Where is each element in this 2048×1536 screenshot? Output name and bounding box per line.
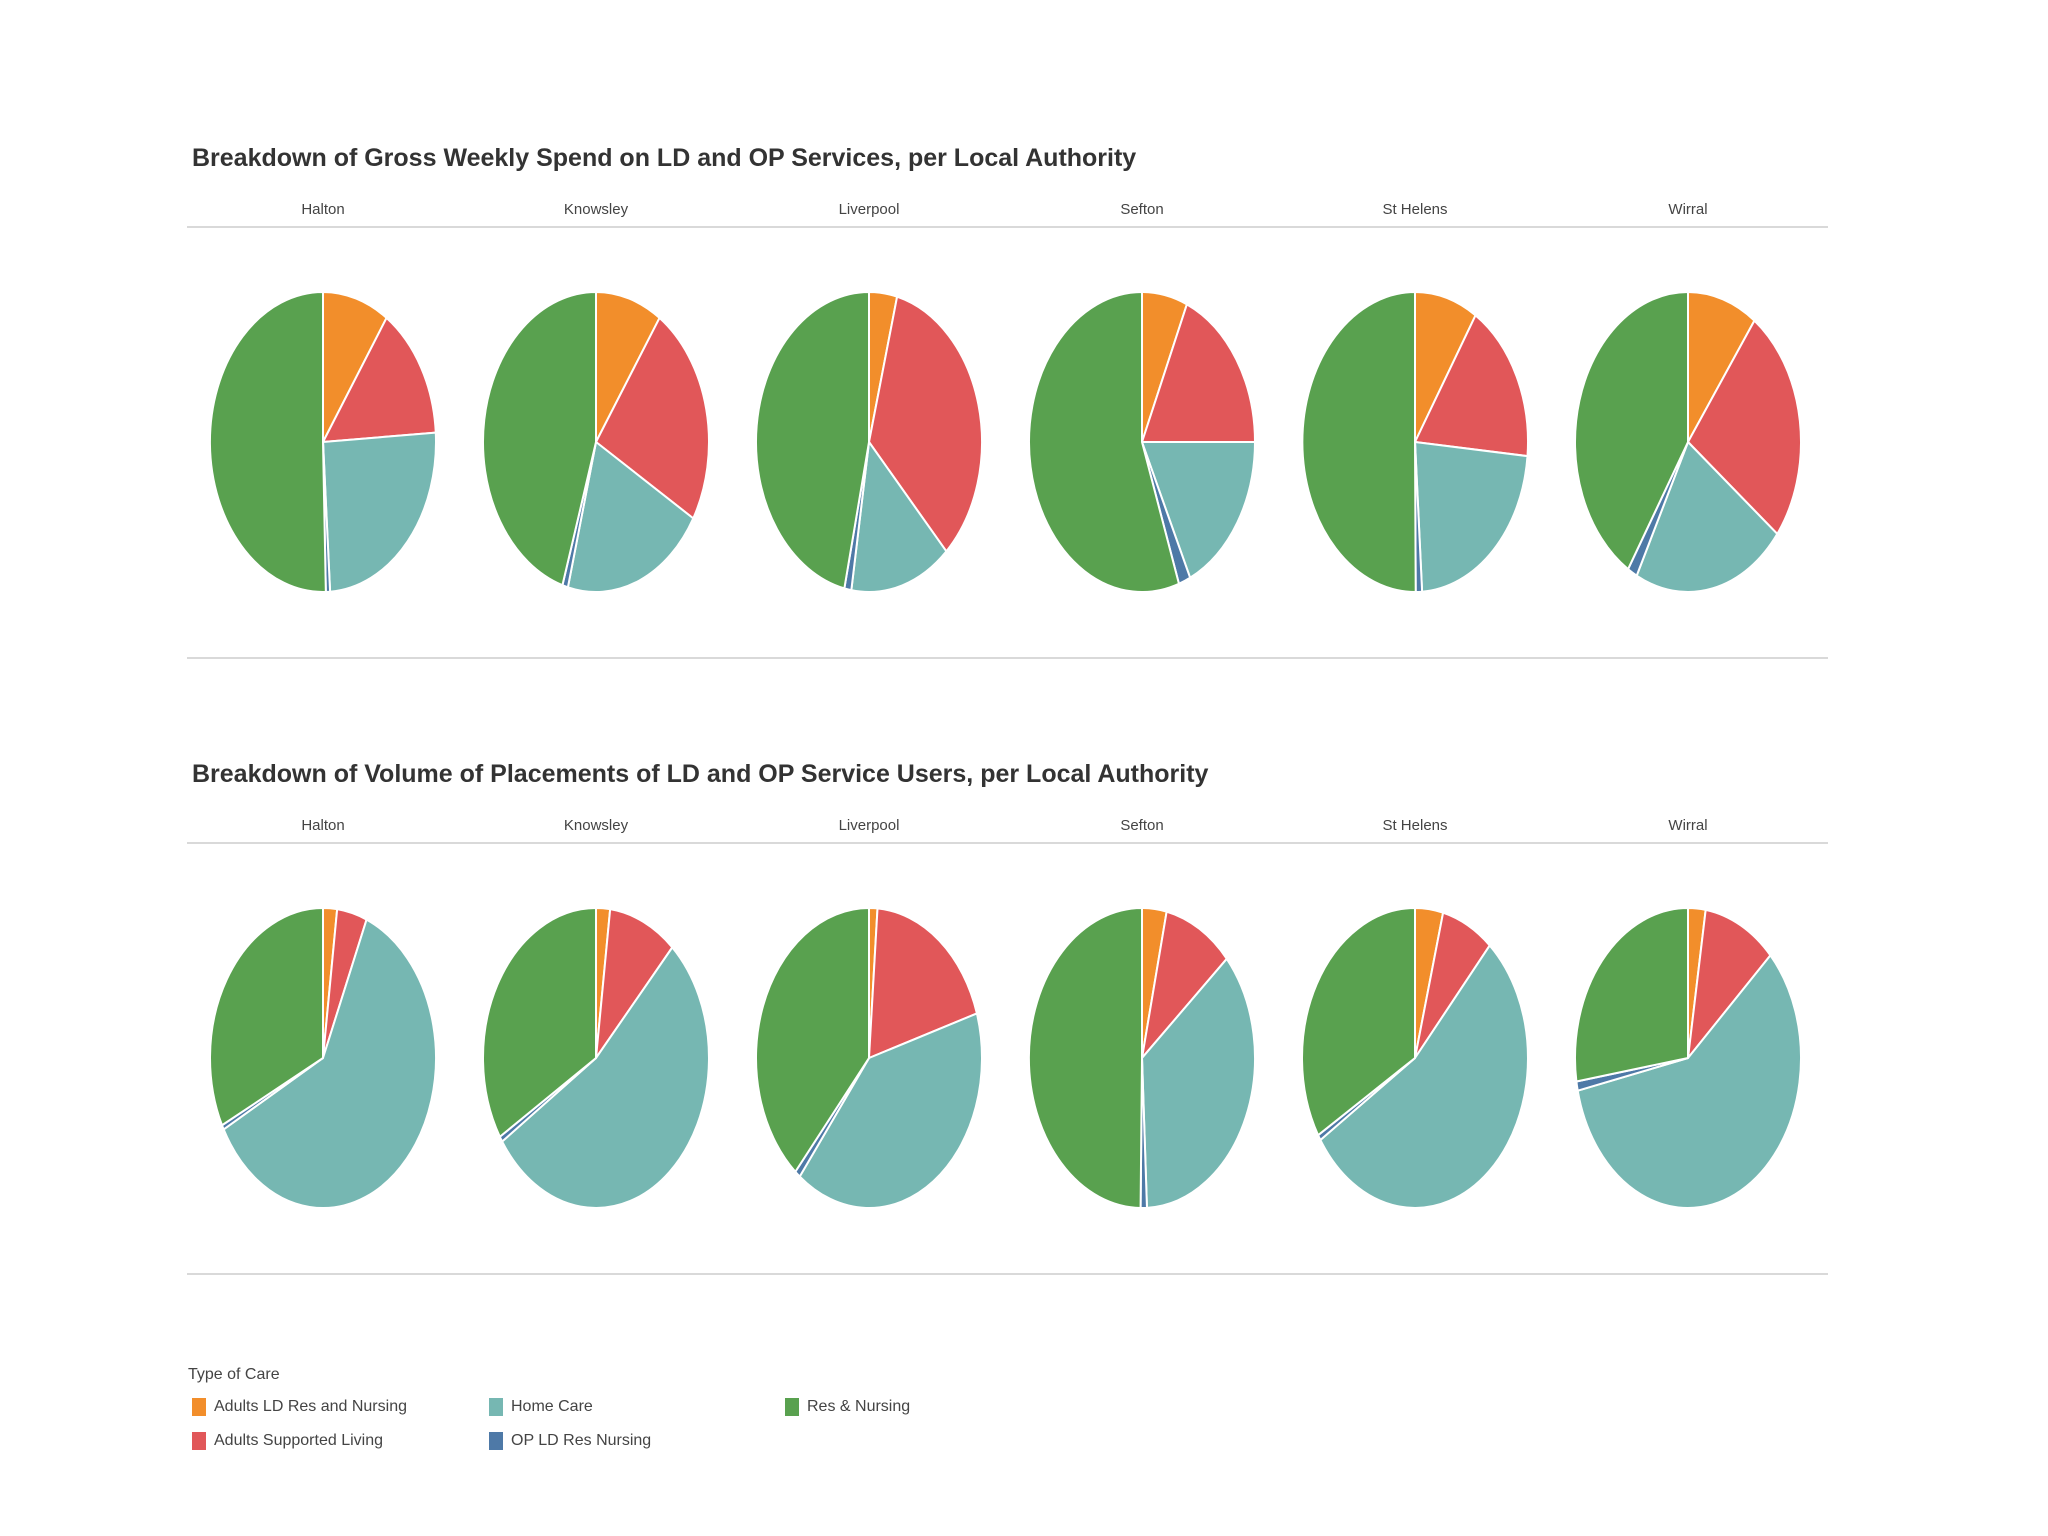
legend-swatch <box>489 1398 503 1416</box>
volume-pie-sefton-slice-home-care[interactable] <box>1141 957 1256 1209</box>
spend-pie-liverpool-slice-adults-supported-living[interactable] <box>868 295 983 553</box>
spend-la-label-liverpool: Liverpool <box>839 201 900 218</box>
volume-la-label-st-helens: St Helens <box>1382 817 1447 834</box>
spend-pie-knowsley-slice-home-care[interactable] <box>566 441 695 593</box>
spend-pie-st-helens-slice-home-care[interactable] <box>1414 441 1529 593</box>
legend-label: Adults Supported Living <box>214 1432 383 1449</box>
spend-pie-wirral-slice-home-care[interactable] <box>1635 441 1779 593</box>
volume-la-label-halton: Halton <box>301 817 344 834</box>
spend-pie-sefton-slice-home-care[interactable] <box>1141 441 1256 579</box>
volume-pie-sefton-slice-adults-supported-living[interactable] <box>1141 910 1228 1059</box>
spend-pie-wirral-slice-adults-supported-living[interactable] <box>1687 319 1802 535</box>
spend-la-label-st-helens: St Helens <box>1382 201 1447 218</box>
legend-item-adults-supported-living[interactable]: Adults Supported Living <box>192 1430 383 1452</box>
legend-label: OP LD Res Nursing <box>511 1432 652 1449</box>
spend-pie-wirral-slice-adults-ld-res-and-nursing[interactable] <box>1687 291 1756 443</box>
volume-pie-halton-slice-home-care[interactable] <box>222 918 437 1210</box>
volume-pie-halton-slice-res-and-nursing[interactable] <box>209 907 324 1127</box>
volume-pie-st-helens-slice-home-care[interactable] <box>1319 944 1529 1209</box>
volume-pie-wirral-slice-adults-supported-living[interactable] <box>1687 908 1772 1059</box>
spend-chart-title: Breakdown of Gross Weekly Spend on LD an… <box>192 144 1136 172</box>
volume-la-label-sefton: Sefton <box>1120 817 1163 834</box>
legend-item-adults-ld-res-and-nursing[interactable]: Adults LD Res and Nursing <box>192 1396 407 1418</box>
legend: Type of Care Adults LD Res and Nursing A… <box>188 1366 1088 1466</box>
spend-pie-st-helens-slice-adults-supported-living[interactable] <box>1414 314 1529 458</box>
volume-pies <box>209 906 1802 1210</box>
spend-pie-wirral-slice-res-and-nursing[interactable] <box>1574 291 1689 571</box>
spend-pie-knowsley-slice-adults-supported-living[interactable] <box>595 316 710 520</box>
spend-la-label-halton: Halton <box>301 201 344 218</box>
legend-swatch <box>785 1398 799 1416</box>
volume-pie-sefton-slice-res-and-nursing[interactable] <box>1027 907 1143 1209</box>
legend-title: Type of Care <box>188 1366 280 1383</box>
volume-pie-st-helens-slice-res-and-nursing[interactable] <box>1301 907 1416 1137</box>
spend-pie-liverpool-slice-res-and-nursing[interactable] <box>754 291 870 590</box>
legend-item-res-and-nursing[interactable]: Res & Nursing <box>785 1396 910 1418</box>
volume-pie-liverpool-slice-adults-supported-living[interactable] <box>868 907 978 1059</box>
spend-pie-st-helens-slice-adults-ld-res-and-nursing[interactable] <box>1414 291 1477 443</box>
spend-pie-halton-slice-adults-supported-living[interactable] <box>322 316 437 443</box>
spend-pie-knowsley-slice-res-and-nursing[interactable] <box>482 291 597 587</box>
legend-item-op-ld-res-nursing[interactable]: OP LD Res Nursing <box>489 1430 651 1452</box>
legend-label: Home Care <box>511 1398 593 1415</box>
volume-pie-knowsley-slice-home-care[interactable] <box>501 946 710 1209</box>
legend-label: Adults LD Res and Nursing <box>214 1398 407 1415</box>
volume-pie-knowsley-slice-res-and-nursing[interactable] <box>482 907 597 1138</box>
spend-pie-knowsley-slice-adults-ld-res-and-nursing[interactable] <box>595 291 661 443</box>
legend-item-home-care[interactable]: Home Care <box>489 1396 593 1418</box>
volume-pie-wirral-slice-res-and-nursing[interactable] <box>1574 907 1689 1083</box>
volume-la-label-knowsley: Knowsley <box>564 817 629 834</box>
legend-label: Res & Nursing <box>807 1398 911 1415</box>
volume-chart-title: Breakdown of Volume of Placements of LD … <box>192 760 1209 788</box>
legend-swatch <box>489 1432 503 1450</box>
spend-pie-halton-slice-adults-ld-res-and-nursing[interactable] <box>322 291 388 443</box>
volume-pie-wirral-slice-home-care[interactable] <box>1576 954 1802 1209</box>
volume-la-label-wirral: Wirral <box>1668 817 1707 834</box>
spend-pie-st-helens-slice-res-and-nursing[interactable] <box>1301 291 1417 594</box>
spend-pie-liverpool-slice-home-care[interactable] <box>850 441 948 593</box>
legend-swatch <box>192 1398 206 1416</box>
spend-pie-halton-slice-res-and-nursing[interactable] <box>208 291 327 593</box>
volume-pie-liverpool-slice-home-care[interactable] <box>798 1012 983 1209</box>
spend-la-label-sefton: Sefton <box>1120 201 1163 218</box>
spend-pie-sefton-slice-adults-supported-living[interactable] <box>1141 303 1256 443</box>
spend-pies <box>208 291 1802 594</box>
spend-pie-halton-slice-home-care[interactable] <box>322 431 438 593</box>
spend-la-label-knowsley: Knowsley <box>564 201 629 218</box>
volume-pie-liverpool-slice-res-and-nursing[interactable] <box>755 907 870 1173</box>
volume-pie-knowsley-slice-adults-supported-living[interactable] <box>595 908 674 1059</box>
legend-swatch <box>192 1432 206 1450</box>
spend-pie-sefton-slice-res-and-nursing[interactable] <box>1028 291 1180 593</box>
volume-la-label-liverpool: Liverpool <box>839 817 900 834</box>
spend-la-label-wirral: Wirral <box>1668 201 1707 218</box>
